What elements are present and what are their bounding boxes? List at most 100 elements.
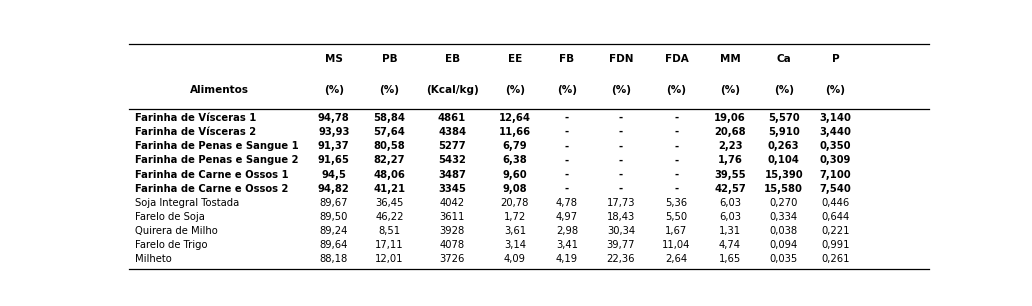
Text: (%): (%)	[324, 85, 344, 95]
Text: -: -	[674, 155, 678, 166]
Text: 6,03: 6,03	[719, 198, 741, 208]
Text: 4,78: 4,78	[556, 198, 578, 208]
Text: 91,65: 91,65	[318, 155, 350, 166]
Text: Ca: Ca	[776, 54, 791, 64]
Text: 0,035: 0,035	[770, 254, 798, 264]
Text: FDA: FDA	[665, 54, 688, 64]
Text: 9,60: 9,60	[503, 170, 527, 180]
Text: -: -	[674, 184, 678, 194]
Text: 48,06: 48,06	[374, 170, 406, 180]
Text: 93,93: 93,93	[318, 127, 350, 137]
Text: 0,446: 0,446	[821, 198, 849, 208]
Text: (%): (%)	[667, 85, 686, 95]
Text: 0,334: 0,334	[770, 212, 798, 222]
Text: 6,79: 6,79	[503, 141, 527, 151]
Text: 20,68: 20,68	[714, 127, 746, 137]
Text: 4,97: 4,97	[556, 212, 578, 222]
Text: 7,100: 7,100	[819, 170, 851, 180]
Text: Farinha de Penas e Sangue 1: Farinha de Penas e Sangue 1	[135, 141, 299, 151]
Text: (%): (%)	[826, 85, 845, 95]
Text: -: -	[619, 170, 623, 180]
Text: -: -	[565, 170, 569, 180]
Text: 58,84: 58,84	[374, 113, 406, 123]
Text: 89,67: 89,67	[320, 198, 348, 208]
Text: 1,72: 1,72	[504, 212, 526, 222]
Text: 3487: 3487	[439, 170, 466, 180]
Text: 57,64: 57,64	[374, 127, 406, 137]
Text: -: -	[674, 127, 678, 137]
Text: 4042: 4042	[440, 198, 464, 208]
Text: 6,03: 6,03	[719, 212, 741, 222]
Text: 19,06: 19,06	[714, 113, 746, 123]
Text: 94,82: 94,82	[318, 184, 350, 194]
Text: 18,43: 18,43	[607, 212, 635, 222]
Text: FDN: FDN	[609, 54, 633, 64]
Text: 4861: 4861	[438, 113, 466, 123]
Text: 39,77: 39,77	[607, 240, 635, 250]
Text: Soja Integral Tostada: Soja Integral Tostada	[135, 198, 239, 208]
Text: MS: MS	[325, 54, 343, 64]
Text: 5,910: 5,910	[768, 127, 800, 137]
Text: PB: PB	[382, 54, 397, 64]
Text: 0,991: 0,991	[821, 240, 850, 250]
Text: -: -	[565, 141, 569, 151]
Text: 0,038: 0,038	[770, 226, 798, 236]
Text: 5,570: 5,570	[768, 113, 800, 123]
Text: 2,64: 2,64	[666, 254, 687, 264]
Text: 5,36: 5,36	[666, 198, 687, 208]
Text: 4384: 4384	[438, 127, 466, 137]
Text: 1,65: 1,65	[719, 254, 741, 264]
Text: 3,140: 3,140	[819, 113, 851, 123]
Text: 4,74: 4,74	[719, 240, 741, 250]
Text: -: -	[619, 184, 623, 194]
Text: Farinha de Vísceras 2: Farinha de Vísceras 2	[135, 127, 257, 137]
Text: 15,580: 15,580	[765, 184, 803, 194]
Text: 30,34: 30,34	[607, 226, 635, 236]
Text: 80,58: 80,58	[374, 141, 406, 151]
Text: 1,31: 1,31	[719, 226, 741, 236]
Text: 82,27: 82,27	[374, 155, 406, 166]
Text: 6,38: 6,38	[503, 155, 527, 166]
Text: 3,41: 3,41	[556, 240, 578, 250]
Text: Quirera de Milho: Quirera de Milho	[135, 226, 218, 236]
Text: -: -	[674, 141, 678, 151]
Text: 2,23: 2,23	[718, 141, 742, 151]
Text: 3726: 3726	[440, 254, 464, 264]
Text: Alimentos: Alimentos	[190, 85, 249, 95]
Text: -: -	[674, 113, 678, 123]
Text: 3,14: 3,14	[504, 240, 526, 250]
Text: 0,350: 0,350	[819, 141, 851, 151]
Text: 0,104: 0,104	[768, 155, 800, 166]
Text: 0,221: 0,221	[821, 226, 850, 236]
Text: -: -	[565, 127, 569, 137]
Text: 5432: 5432	[439, 155, 466, 166]
Text: Milheto: Milheto	[135, 254, 172, 264]
Text: 0,094: 0,094	[770, 240, 798, 250]
Text: 0,270: 0,270	[770, 198, 798, 208]
Text: -: -	[619, 113, 623, 123]
Text: 4,19: 4,19	[556, 254, 578, 264]
Text: 36,45: 36,45	[376, 198, 404, 208]
Text: (Kcal/kg): (Kcal/kg)	[426, 85, 479, 95]
Text: 0,263: 0,263	[768, 141, 800, 151]
Text: (%): (%)	[505, 85, 525, 95]
Text: 3,440: 3,440	[819, 127, 851, 137]
Text: 17,73: 17,73	[607, 198, 635, 208]
Text: 11,66: 11,66	[498, 127, 531, 137]
Text: 12,64: 12,64	[498, 113, 530, 123]
Text: 4,09: 4,09	[504, 254, 526, 264]
Text: 39,55: 39,55	[714, 170, 746, 180]
Text: Farinha de Carne e Ossos 2: Farinha de Carne e Ossos 2	[135, 184, 289, 194]
Text: P: P	[832, 54, 839, 64]
Text: -: -	[565, 155, 569, 166]
Text: 7,540: 7,540	[819, 184, 851, 194]
Text: 5,50: 5,50	[666, 212, 687, 222]
Text: 9,08: 9,08	[503, 184, 527, 194]
Text: 89,50: 89,50	[320, 212, 348, 222]
Text: 0,309: 0,309	[820, 155, 851, 166]
Text: -: -	[619, 155, 623, 166]
Text: (%): (%)	[611, 85, 631, 95]
Text: EB: EB	[445, 54, 459, 64]
Text: 41,21: 41,21	[374, 184, 406, 194]
Text: Farelo de Soja: Farelo de Soja	[135, 212, 205, 222]
